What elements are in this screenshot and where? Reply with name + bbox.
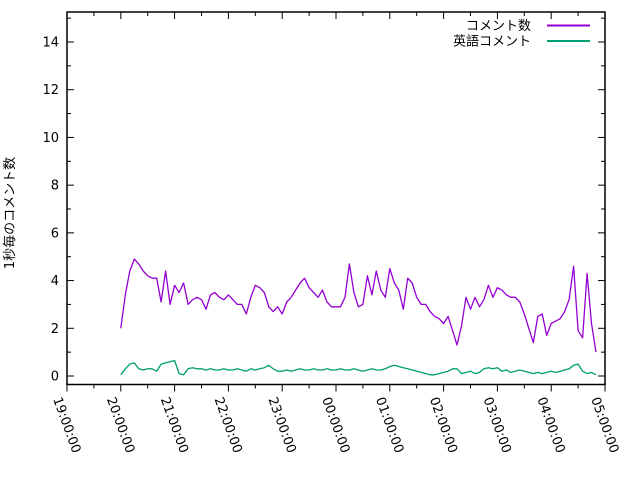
series-line-english-comments — [120, 359, 597, 376]
y-tick-label: 0 — [51, 370, 59, 385]
legend-label-english-comments: 英語コメント — [453, 34, 531, 50]
y-tick-label: 12 — [42, 83, 59, 98]
y-axis-label: 1秒毎のコメント数 — [2, 157, 18, 269]
y-tick-label: 6 — [51, 226, 59, 241]
y-tick-label: 10 — [42, 131, 59, 146]
y-tick-label: 8 — [51, 179, 59, 194]
y-tick-label: 14 — [42, 36, 59, 51]
series-line-comments — [120, 258, 597, 353]
y-tick-label: 2 — [51, 322, 59, 337]
y-tick-label: 4 — [51, 274, 59, 289]
legend-label-comments: コメント数 — [466, 19, 531, 34]
